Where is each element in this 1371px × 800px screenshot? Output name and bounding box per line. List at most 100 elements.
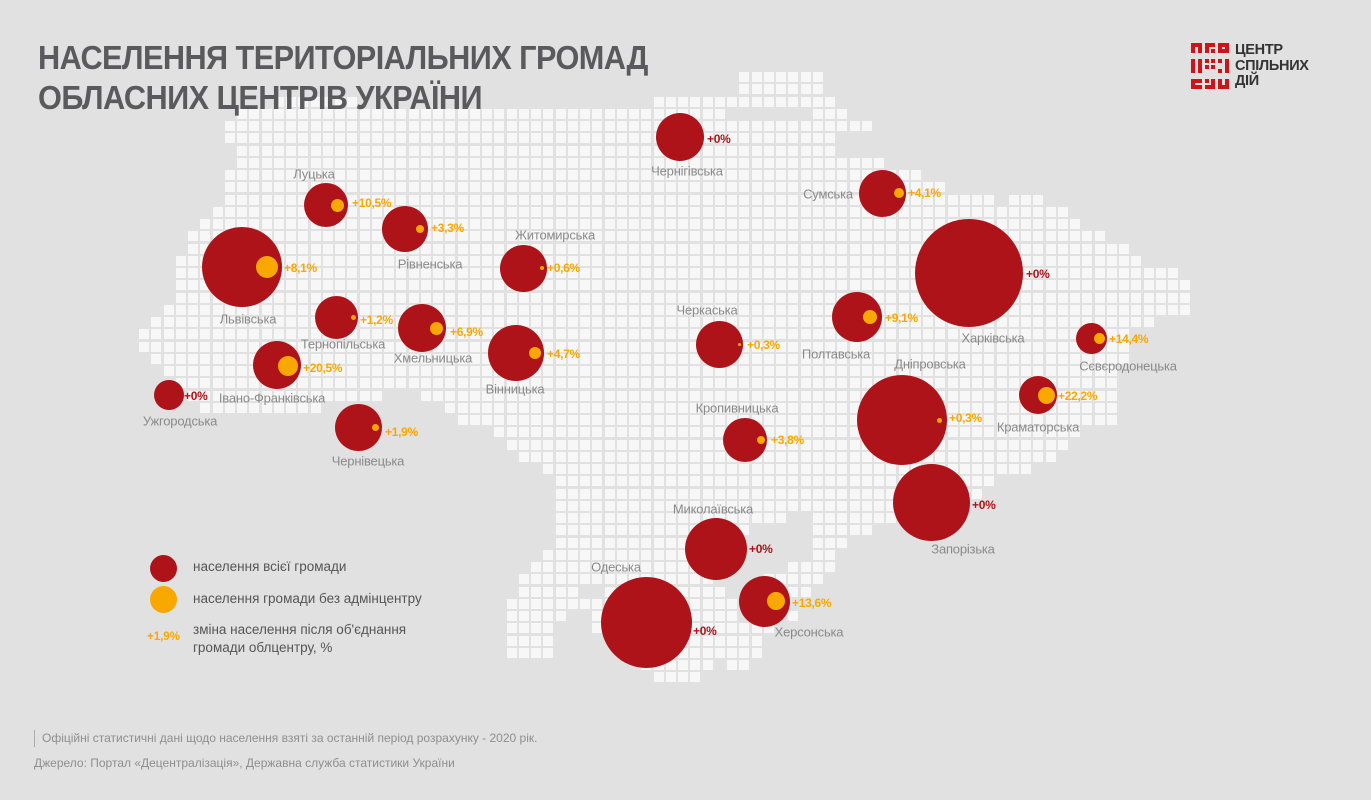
map-cell (727, 366, 737, 376)
map-cell (543, 244, 553, 254)
map-cell (690, 415, 700, 425)
map-cell (837, 182, 847, 192)
map-cell (445, 256, 455, 266)
map-cell (458, 403, 468, 413)
map-cell (874, 280, 884, 290)
map-cell (568, 378, 578, 388)
map-cell (825, 525, 835, 535)
map-cell (1095, 256, 1105, 266)
map-cell (801, 158, 811, 168)
map-cell (1021, 317, 1031, 327)
map-cell (1021, 219, 1031, 229)
map-cell (531, 648, 541, 658)
map-cell (225, 391, 235, 401)
map-cell (617, 146, 627, 156)
community-name-label: Рівненська (397, 256, 463, 272)
map-cell (690, 513, 700, 523)
map-cell (837, 207, 847, 217)
map-cell (531, 378, 541, 388)
map-cell (727, 317, 737, 327)
map-cell (727, 268, 737, 278)
map-cell (752, 146, 762, 156)
change-pct-label: +0,3% (747, 338, 780, 352)
map-cell (788, 170, 798, 180)
map-cell (580, 133, 590, 143)
map-cell (1119, 354, 1129, 364)
map-cell (176, 342, 186, 352)
map-cell (482, 329, 492, 339)
map-cell (837, 231, 847, 241)
map-cell (396, 158, 406, 168)
map-cell (347, 342, 357, 352)
map-cell (776, 72, 786, 82)
map-cell (923, 329, 933, 339)
map-cell (1107, 415, 1117, 425)
map-cell (433, 378, 443, 388)
map-cell (372, 317, 382, 327)
map-cell (176, 256, 186, 266)
map-cell (666, 293, 676, 303)
map-cell (837, 476, 847, 486)
map-cell (678, 158, 688, 168)
map-cell (176, 305, 186, 315)
map-cell (543, 342, 553, 352)
map-cell (678, 574, 688, 584)
map-cell (1131, 317, 1141, 327)
map-cell (568, 440, 578, 450)
map-cell (1070, 244, 1080, 254)
map-cell (752, 72, 762, 82)
map-cell (727, 501, 737, 511)
change-pct-label: +3,3% (431, 221, 464, 235)
map-cell (654, 440, 664, 450)
map-cell (703, 280, 713, 290)
map-cell (372, 366, 382, 376)
map-cell (935, 378, 945, 388)
map-cell (666, 538, 676, 548)
change-pct-label: +0% (693, 624, 717, 638)
map-cell (249, 329, 259, 339)
map-cell (715, 97, 725, 107)
map-cell (641, 109, 651, 119)
map-cell (825, 342, 835, 352)
map-cell (507, 207, 517, 217)
map-cell (237, 391, 247, 401)
map-cell (899, 207, 909, 217)
map-cell (1070, 268, 1080, 278)
map-cell (1009, 207, 1019, 217)
map-cell (1033, 317, 1043, 327)
map-cell (531, 317, 541, 327)
map-cell (458, 317, 468, 327)
map-cell (617, 513, 627, 523)
map-cell (850, 452, 860, 462)
community-name-label: Полтавська (801, 346, 871, 362)
map-cell (458, 268, 468, 278)
map-cell (825, 415, 835, 425)
map-cell (629, 489, 639, 499)
map-cell (666, 403, 676, 413)
map-cell (592, 182, 602, 192)
map-cell (249, 109, 259, 119)
map-cell (458, 378, 468, 388)
map-cell (813, 391, 823, 401)
map-cell (703, 623, 713, 633)
map-cell (1021, 440, 1031, 450)
map-cell (1082, 244, 1092, 254)
map-cell (433, 366, 443, 376)
map-cell (629, 513, 639, 523)
map-cell (311, 158, 321, 168)
map-cell (641, 366, 651, 376)
map-cell (801, 378, 811, 388)
map-cell (1131, 293, 1141, 303)
map-cell (617, 378, 627, 388)
map-cell (592, 391, 602, 401)
map-cell (372, 268, 382, 278)
map-cell (433, 219, 443, 229)
map-cell (605, 452, 615, 462)
map-cell (1033, 305, 1043, 315)
map-cell (752, 354, 762, 364)
map-cell (788, 342, 798, 352)
map-cell (507, 195, 517, 205)
map-cell (298, 256, 308, 266)
map-cell (311, 231, 321, 241)
map-cell (556, 170, 566, 180)
